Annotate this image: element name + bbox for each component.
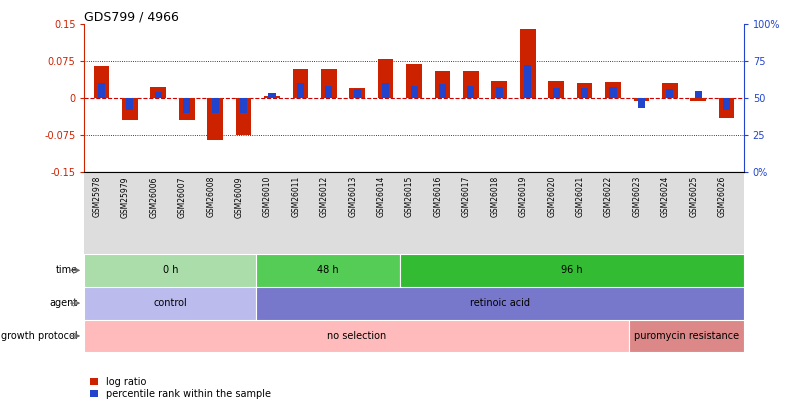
Text: GSM26006: GSM26006 [149,176,158,217]
Bar [122,98,137,120]
Text: growth protocol: growth protocol [1,331,78,341]
Bar [661,83,677,98]
Bar [491,81,507,98]
Bar [150,87,166,98]
Text: GSM26008: GSM26008 [206,176,215,217]
Bar [666,89,673,98]
Text: GSM25979: GSM25979 [120,176,130,217]
Bar [520,29,535,98]
Bar [718,98,734,118]
Text: GDS799 / 4966: GDS799 / 4966 [84,10,179,23]
Text: GSM26026: GSM26026 [717,176,726,217]
Bar [154,92,161,98]
Bar [552,88,559,98]
Bar [381,83,389,98]
Bar [98,83,105,98]
Bar [690,98,705,100]
Bar [399,254,743,287]
Text: 48 h: 48 h [317,265,338,275]
Bar [495,87,502,98]
Bar [605,82,620,98]
Text: no selection: no selection [327,331,386,341]
Bar [609,87,616,98]
Bar [240,98,247,113]
Bar [722,98,729,111]
Bar [353,89,361,98]
Text: GSM26007: GSM26007 [177,176,186,217]
Bar [126,98,133,111]
Bar [264,96,279,98]
Bar [256,287,743,320]
Text: puromycin resistance: puromycin resistance [633,331,738,341]
Text: GSM25978: GSM25978 [92,176,101,217]
Bar [256,254,399,287]
Bar [463,71,478,98]
Bar [467,86,474,98]
Bar [207,98,222,140]
Bar [410,86,417,98]
Bar [183,98,190,113]
Text: time: time [55,265,78,275]
Bar [320,68,336,98]
Bar [438,84,446,98]
Text: agent: agent [50,298,78,308]
Bar [93,66,109,98]
Bar [325,86,332,98]
Bar [84,287,256,320]
Text: retinoic acid: retinoic acid [470,298,529,308]
Bar [292,68,308,98]
Text: GSM26014: GSM26014 [376,176,385,217]
Bar [211,98,218,113]
Bar [84,254,256,287]
Text: GSM26025: GSM26025 [688,176,697,217]
Bar [349,88,365,98]
Bar [406,64,422,98]
Bar [576,83,592,98]
Text: GSM26013: GSM26013 [348,176,357,217]
Bar [84,320,628,352]
Bar [628,320,743,352]
Bar [694,91,701,98]
Bar [524,65,531,98]
Bar [548,81,563,98]
Text: GSM26023: GSM26023 [632,176,641,217]
Bar [434,71,450,98]
Text: GSM26012: GSM26012 [320,176,328,217]
Text: 96 h: 96 h [560,265,582,275]
Text: GSM26019: GSM26019 [518,176,527,217]
Text: GSM26015: GSM26015 [405,176,414,217]
Text: GSM26017: GSM26017 [461,176,471,217]
Text: GSM26016: GSM26016 [433,176,442,217]
Bar [633,98,648,100]
Bar [296,83,304,98]
Text: GSM26022: GSM26022 [603,176,612,217]
Text: 0 h: 0 h [162,265,178,275]
Bar [377,59,393,98]
Bar [268,93,275,98]
Text: GSM26009: GSM26009 [234,176,243,217]
Text: GSM26020: GSM26020 [547,176,556,217]
Bar [235,98,251,135]
Bar [637,98,644,108]
Text: GSM26018: GSM26018 [490,176,499,217]
Bar [179,98,194,120]
Bar [581,88,587,98]
Text: GSM26021: GSM26021 [575,176,584,217]
Text: GSM26024: GSM26024 [660,176,669,217]
Text: GSM26010: GSM26010 [263,176,271,217]
Legend: log ratio, percentile rank within the sample: log ratio, percentile rank within the sa… [89,376,271,400]
Text: GSM26011: GSM26011 [291,176,300,217]
Text: control: control [153,298,187,308]
